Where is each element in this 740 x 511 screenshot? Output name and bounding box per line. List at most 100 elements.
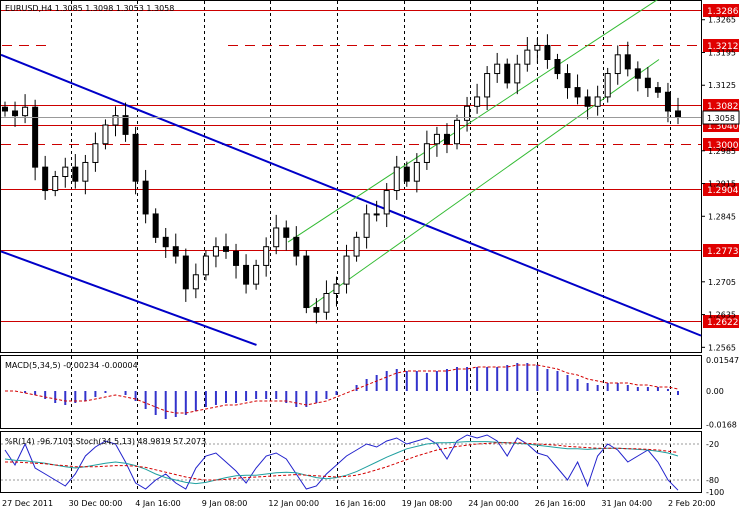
candle-body <box>403 166 410 182</box>
candle-body <box>644 77 651 89</box>
price-axis-label: 1.2705 <box>708 278 736 287</box>
candle-body <box>323 293 330 313</box>
candle-body <box>42 166 49 192</box>
level-price-label: 1.2773 <box>707 247 739 257</box>
price-axis-label: 1.2985 <box>708 147 736 156</box>
level-price-label: 1.3000 <box>707 141 739 151</box>
candle-body <box>454 119 461 145</box>
macd-title: MACD(5,34,5) -0.00234 -0.00004 <box>5 361 138 370</box>
level-price-tag <box>703 315 739 328</box>
candle-body <box>584 96 591 107</box>
candle-body <box>72 166 79 182</box>
candle-body <box>62 166 69 177</box>
candle-body <box>212 246 219 257</box>
price-axis-label: 1.3125 <box>708 81 736 90</box>
level-price-tag <box>703 244 739 257</box>
candlesticks: 1.3058 <box>1 34 740 324</box>
level-price-label: 1.3212 <box>707 42 739 52</box>
candle-body <box>162 236 169 248</box>
candle-body <box>634 68 641 79</box>
candle-body <box>2 106 8 112</box>
candle-body <box>82 161 89 182</box>
candle-body <box>12 110 19 117</box>
price-axis-label: 1.3265 <box>708 16 736 25</box>
time-axis-label: 26 Jan 16:00 <box>535 499 586 508</box>
time-axis: 27 Dec 2011 30 Dec 00:00 4 Jan 16:00 9 Jan … <box>2 499 715 508</box>
level-price-tag <box>703 138 739 151</box>
blue-trendline <box>0 250 257 346</box>
level-price-label: 1.2622 <box>707 318 739 328</box>
current-price-label: 1.3058 <box>707 114 735 123</box>
level-price-tag <box>703 39 739 52</box>
candle-body <box>413 161 420 182</box>
stoch-main-line <box>4 441 679 485</box>
candle-body <box>604 73 611 98</box>
time-axis-label: 9 Jan 08:00 <box>202 499 248 508</box>
candle-body <box>22 106 29 117</box>
candle-body <box>594 96 601 107</box>
horizontal-levels: 1.3286 1.3212 1.3082 1.3040 1.3000 1.2904 1.27… <box>1 4 739 328</box>
level-price-label: 1.3286 <box>707 7 739 17</box>
candle-body <box>514 63 521 84</box>
level-price-tag <box>703 183 739 196</box>
oscillator-title: %R(14) -96.7105 Stoch(34,5,13) 48.9819 5… <box>5 437 206 446</box>
candle-body <box>504 63 511 84</box>
candle-body <box>654 87 661 93</box>
macd-axis-label: 0.00 <box>706 387 724 396</box>
candle-body <box>333 283 340 295</box>
time-axis-label: 2 Feb 20:00 <box>668 499 715 508</box>
stoch-signal-line <box>5 442 679 481</box>
green-channel-line <box>287 0 658 243</box>
time-axis-label: 24 Jan 00:00 <box>468 499 519 508</box>
candle-body <box>52 176 59 192</box>
candle-body <box>92 143 99 163</box>
wpr-stoch-indicator: -20 -80 -100 <box>1 434 724 497</box>
candle-body <box>614 54 621 75</box>
wpr-line <box>4 434 679 491</box>
candle-body <box>102 124 109 145</box>
candle-body <box>373 213 380 216</box>
vertical-grid-lines <box>71 1 671 492</box>
candle-body <box>564 73 571 89</box>
candle-body <box>233 250 240 266</box>
price-axis-label: 1.3195 <box>708 48 736 57</box>
candle-body <box>202 255 209 276</box>
candle-body <box>484 73 491 98</box>
candle-body <box>474 96 481 107</box>
time-axis-label: 31 Jan 04:00 <box>601 499 652 508</box>
candle-body <box>675 110 681 118</box>
trendlines <box>0 0 702 346</box>
oscillator-axis-label: -20 <box>706 440 719 449</box>
candle-body <box>383 190 390 215</box>
time-axis-label: 30 Dec 00:00 <box>69 499 123 508</box>
level-price-label: 1.3082 <box>707 102 739 112</box>
time-axis-label: 16 Jan 16:00 <box>335 499 386 508</box>
price-axis: 1.3265 1.3195 1.3125 1.2985 1.2915 1.2845 1.27… <box>701 16 736 352</box>
price-axis-label: 1.2635 <box>708 311 736 320</box>
candle-body <box>393 166 400 192</box>
candle-body <box>142 180 149 215</box>
candle-body <box>32 106 39 168</box>
price-axis-label: 1.2565 <box>708 343 736 352</box>
current-price-tag <box>702 110 740 125</box>
candle-body <box>423 143 430 163</box>
price-axis-label: 1.2845 <box>708 212 736 221</box>
price-panel[interactable] <box>0 0 702 353</box>
candle-body <box>253 264 260 285</box>
candle-body <box>283 227 290 238</box>
candle-body <box>524 49 531 65</box>
macd-panel[interactable] <box>0 355 702 429</box>
level-price-tag <box>703 99 739 112</box>
candle-body <box>363 213 370 238</box>
candle-body <box>293 236 300 257</box>
candle-body <box>624 54 631 70</box>
green-channel-line <box>308 59 660 308</box>
candle-body <box>464 105 471 121</box>
time-axis-label: 27 Dec 2011 <box>2 499 53 508</box>
level-price-label: 1.3040 <box>707 122 739 132</box>
candle-body <box>152 213 159 238</box>
candle-body <box>263 246 270 266</box>
candle-body <box>313 307 320 313</box>
price-axis-label: 1.2915 <box>708 180 736 189</box>
